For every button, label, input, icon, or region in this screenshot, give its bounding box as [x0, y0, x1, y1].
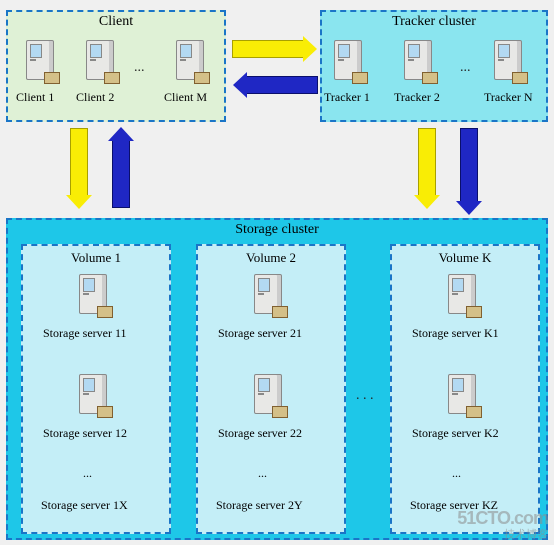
client-cluster: Client Client 1 Client 2 ... Client M [6, 10, 226, 122]
arrow-client-to-tracker [232, 40, 304, 58]
storage-cluster: Storage cluster Volume 1 Storage server … [6, 218, 548, 540]
watermark-small: 技术博客 [504, 529, 548, 541]
node-label: Storage server 21 [218, 326, 302, 341]
node-label: Storage server 2Y [216, 498, 303, 513]
diagram-canvas: Client Client 1 Client 2 ... Client M Tr… [0, 0, 554, 545]
volume-box: Volume 2 Storage server 21 Storage serve… [196, 244, 346, 534]
node-label: Client 2 [76, 90, 114, 105]
node-label: Storage server 12 [43, 426, 127, 441]
server-node [448, 374, 478, 416]
tracker-cluster-title: Tracker cluster [388, 14, 480, 30]
node-label: Storage server 11 [43, 326, 127, 341]
server-node [254, 274, 284, 316]
node-label: Storage server K1 [412, 326, 499, 341]
server-node [86, 40, 116, 82]
arrow-tracker-to-client [246, 76, 318, 94]
node-label: Client 1 [16, 90, 54, 105]
volume-title: Volume 2 [246, 250, 296, 266]
server-node [494, 40, 524, 82]
server-node [404, 40, 434, 82]
arrow-client-to-storage [70, 128, 88, 196]
storage-cluster-title: Storage cluster [231, 222, 323, 238]
ellipsis: ... [83, 466, 92, 481]
ellipsis: ... [258, 466, 267, 481]
server-node [26, 40, 56, 82]
node-label: Tracker 1 [324, 90, 370, 105]
arrow-storage-to-client [112, 140, 130, 208]
ellipsis: ... [134, 60, 145, 76]
ellipsis: ... [460, 60, 471, 76]
server-node [448, 274, 478, 316]
arrow-tracker-to-storage-y [418, 128, 436, 196]
watermark: 51CTO.com 技术博客 [457, 509, 548, 541]
server-node [79, 274, 109, 316]
volume-box: Volume K Storage server K1 Storage serve… [390, 244, 540, 534]
volume-title: Volume K [439, 250, 492, 266]
node-label: Tracker 2 [394, 90, 440, 105]
ellipsis: . . . [356, 388, 374, 404]
watermark-big: 51CTO.com [457, 508, 548, 528]
volume-title: Volume 1 [71, 250, 121, 266]
server-node [254, 374, 284, 416]
client-cluster-title: Client [95, 14, 137, 30]
node-label: Tracker N [484, 90, 533, 105]
tracker-cluster: Tracker cluster Tracker 1 Tracker 2 ... … [320, 10, 548, 122]
node-label: Storage server 22 [218, 426, 302, 441]
node-label: Storage server 1X [41, 498, 128, 513]
arrow-tracker-to-storage-b [460, 128, 478, 202]
server-node [79, 374, 109, 416]
ellipsis: ... [452, 466, 461, 481]
volume-box: Volume 1 Storage server 11 Storage serve… [21, 244, 171, 534]
node-label: Client M [164, 90, 207, 105]
server-node [176, 40, 206, 82]
node-label: Storage server K2 [412, 426, 499, 441]
server-node [334, 40, 364, 82]
